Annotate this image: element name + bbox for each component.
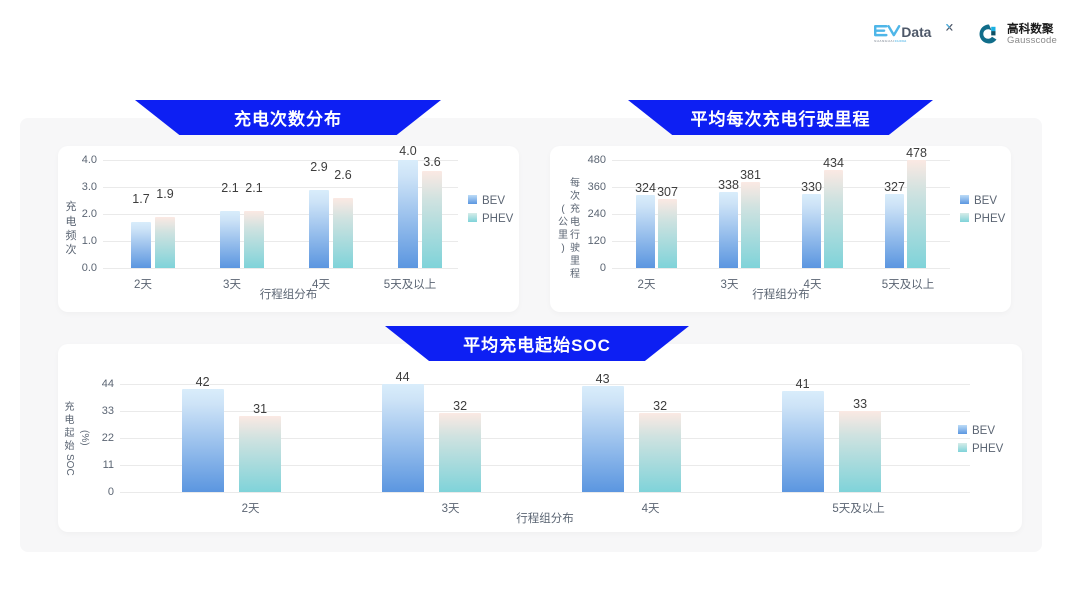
svg-text:Data: Data xyxy=(902,24,932,40)
svg-text:SHANGHAI: SHANGHAI xyxy=(875,39,895,43)
svg-text:高科数聚: 高科数聚 xyxy=(1007,22,1054,36)
svg-text:CHINA: CHINA xyxy=(895,39,908,43)
svg-text:Gausscode: Gausscode xyxy=(1007,35,1057,46)
